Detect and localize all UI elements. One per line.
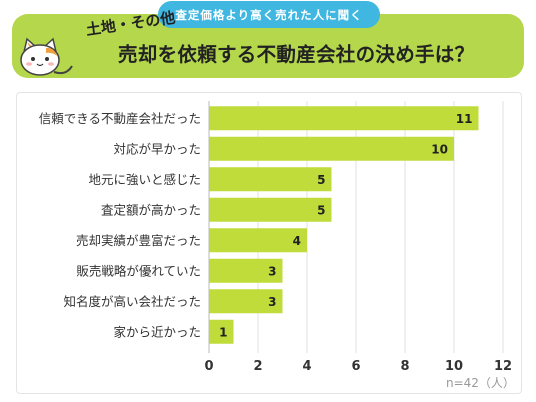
bar — [209, 289, 283, 314]
data-label: 1 — [219, 325, 227, 339]
data-label: 4 — [293, 234, 301, 248]
cat-mascot-icon — [20, 37, 73, 76]
data-label: 10 — [431, 142, 448, 156]
category-label: 家から近かった — [113, 324, 201, 339]
bar — [209, 258, 283, 283]
category-label: 販売戦略が優れていた — [76, 263, 201, 278]
bar — [209, 136, 454, 161]
bar — [209, 106, 479, 131]
x-tick-label: 6 — [351, 359, 360, 374]
header-pill: 査定価格より高く売れた人に聞く — [158, 1, 380, 28]
category-label: 売却実績が豊富だった — [76, 233, 201, 248]
x-tick-label: 2 — [253, 359, 262, 374]
data-label: 3 — [268, 295, 276, 309]
x-tick-label: 12 — [494, 359, 512, 374]
category-label: 対応が早かった — [113, 141, 201, 156]
data-label: 11 — [456, 112, 473, 126]
category-label: 知名度が高い会社だった — [63, 294, 201, 309]
sample-size-note: n=42（人） — [446, 376, 515, 390]
data-label: 5 — [317, 203, 325, 217]
category-label: 査定額が高かった — [101, 202, 201, 217]
chart-title: 売却を依頼する不動産会社の決め手は？ — [118, 43, 475, 66]
x-tick-label: 0 — [204, 359, 213, 374]
category-label: 地元に強いと感じた — [88, 172, 201, 187]
data-label: 5 — [317, 173, 325, 187]
chart-area: 信頼できる不動産会社だった 11 対応が早かった 10 地元に強いと感じた 5 査定額が高か… — [16, 92, 522, 394]
category-label: 信頼できる不動産会社だった — [39, 111, 201, 126]
bar — [209, 167, 332, 192]
x-tick-label: 8 — [400, 359, 409, 374]
x-tick-label: 10 — [445, 359, 463, 374]
x-tick-label: 4 — [302, 359, 311, 374]
bar — [209, 319, 234, 344]
bar — [209, 197, 332, 222]
bar — [209, 228, 307, 253]
data-label: 3 — [268, 264, 276, 278]
